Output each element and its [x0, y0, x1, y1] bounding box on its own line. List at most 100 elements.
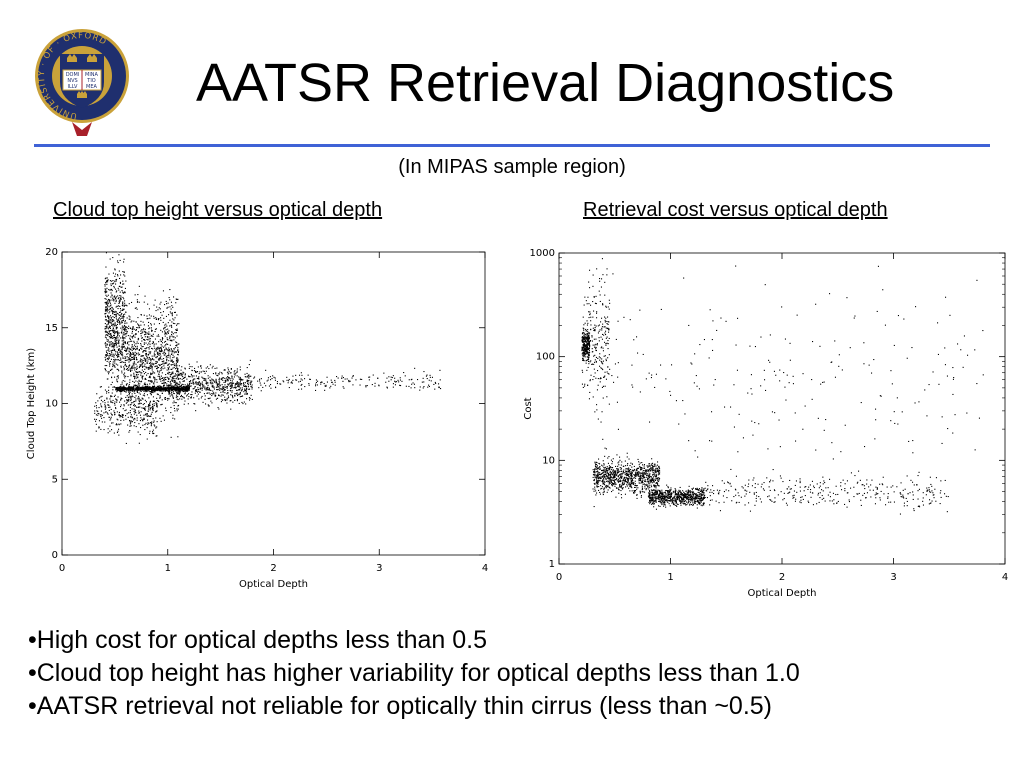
scatter-point	[168, 371, 170, 373]
scatter-point	[132, 358, 134, 360]
scatter-point	[427, 386, 429, 388]
scatter-point	[229, 378, 231, 380]
scatter-point	[166, 325, 168, 327]
scatter-point	[588, 303, 590, 305]
scatter-point	[120, 386, 122, 388]
scatter-point	[295, 374, 297, 376]
scatter-point	[136, 301, 138, 303]
scatter-point	[178, 378, 180, 380]
scatter-point	[136, 353, 138, 355]
scatter-point	[130, 390, 132, 392]
scatter-point	[113, 317, 115, 319]
scatter-point	[191, 366, 193, 368]
scatter-point	[236, 382, 238, 384]
scatter-point	[112, 366, 114, 368]
scatter-point	[594, 468, 596, 470]
scatter-point	[112, 313, 114, 315]
scatter-point	[116, 387, 118, 389]
scatter-point	[182, 384, 184, 386]
scatter-point	[176, 335, 178, 337]
scatter-point	[414, 367, 416, 369]
scatter-point	[157, 354, 159, 356]
x-tick-label: 0	[59, 563, 65, 574]
scatter-point	[134, 405, 136, 407]
scatter-point	[94, 418, 96, 420]
scatter-point	[137, 342, 139, 344]
scatter-point	[589, 340, 591, 342]
scatter-point	[604, 473, 606, 475]
scatter-point	[140, 360, 142, 362]
scatter-point	[116, 400, 118, 402]
scatter-point	[130, 398, 132, 400]
scatter-point	[597, 474, 599, 476]
scatter-point	[126, 317, 128, 319]
scatter-point	[111, 306, 113, 308]
scatter-point	[659, 478, 661, 480]
scatter-point	[112, 311, 114, 313]
scatter-point	[183, 388, 185, 390]
scatter-point	[612, 476, 614, 478]
scatter-point	[594, 359, 596, 361]
scatter-point	[177, 436, 179, 438]
scatter-point	[176, 387, 178, 389]
scatter-point	[111, 307, 113, 309]
scatter-point	[116, 290, 118, 292]
scatter-point	[157, 394, 159, 396]
scatter-point	[123, 314, 125, 316]
scatter-point	[156, 385, 158, 387]
scatter-point	[105, 355, 107, 357]
scatter-point	[163, 351, 165, 353]
scatter-point	[148, 351, 150, 353]
scatter-point	[131, 386, 133, 388]
scatter-point	[655, 492, 657, 494]
scatter-point	[184, 388, 186, 390]
scatter-point	[109, 305, 111, 307]
scatter-point	[181, 388, 183, 390]
scatter-point	[139, 399, 141, 401]
scatter-point	[145, 406, 147, 408]
scatter-point	[221, 378, 223, 380]
scatter-point	[109, 341, 111, 343]
scatter-point	[315, 389, 317, 391]
scatter-point	[158, 385, 160, 387]
scatter-point	[224, 396, 226, 398]
scatter-point	[205, 389, 207, 391]
scatter-point	[172, 386, 174, 388]
scatter-point	[194, 386, 196, 388]
scatter-point	[160, 340, 162, 342]
scatter-point	[642, 475, 644, 477]
scatter-point	[110, 369, 112, 371]
scatter-point	[149, 430, 151, 432]
scatter-point	[123, 305, 125, 307]
scatter-point	[154, 362, 156, 364]
scatter-point	[159, 308, 161, 310]
slide-title: AATSR Retrieval Diagnostics	[196, 53, 895, 113]
scatter-point	[246, 392, 248, 394]
scatter-point	[166, 397, 168, 399]
scatter-point	[176, 382, 178, 384]
scatter-point	[117, 321, 119, 323]
scatter-point	[115, 280, 117, 282]
scatter-point	[162, 390, 164, 392]
y-axis-title: Cost	[523, 397, 534, 419]
scatter-point	[170, 360, 172, 362]
scatter-point	[246, 379, 248, 381]
scatter-point	[592, 316, 594, 318]
scatter-point	[164, 387, 166, 389]
scatter-point	[584, 385, 586, 387]
scatter-point	[394, 380, 396, 382]
scatter-point	[149, 391, 151, 393]
scatter-point	[246, 388, 248, 390]
scatter-point	[150, 351, 152, 353]
scatter-point	[386, 386, 388, 388]
scatter-point	[119, 322, 121, 324]
scatter-point	[127, 388, 129, 390]
scatter-point	[107, 305, 109, 307]
scatter-point	[156, 393, 158, 395]
scatter-point	[150, 387, 152, 389]
scatter-point	[164, 388, 166, 390]
scatter-point	[286, 376, 288, 378]
scatter-point	[149, 404, 151, 406]
scatter-point	[134, 346, 136, 348]
scatter-point	[148, 348, 150, 350]
